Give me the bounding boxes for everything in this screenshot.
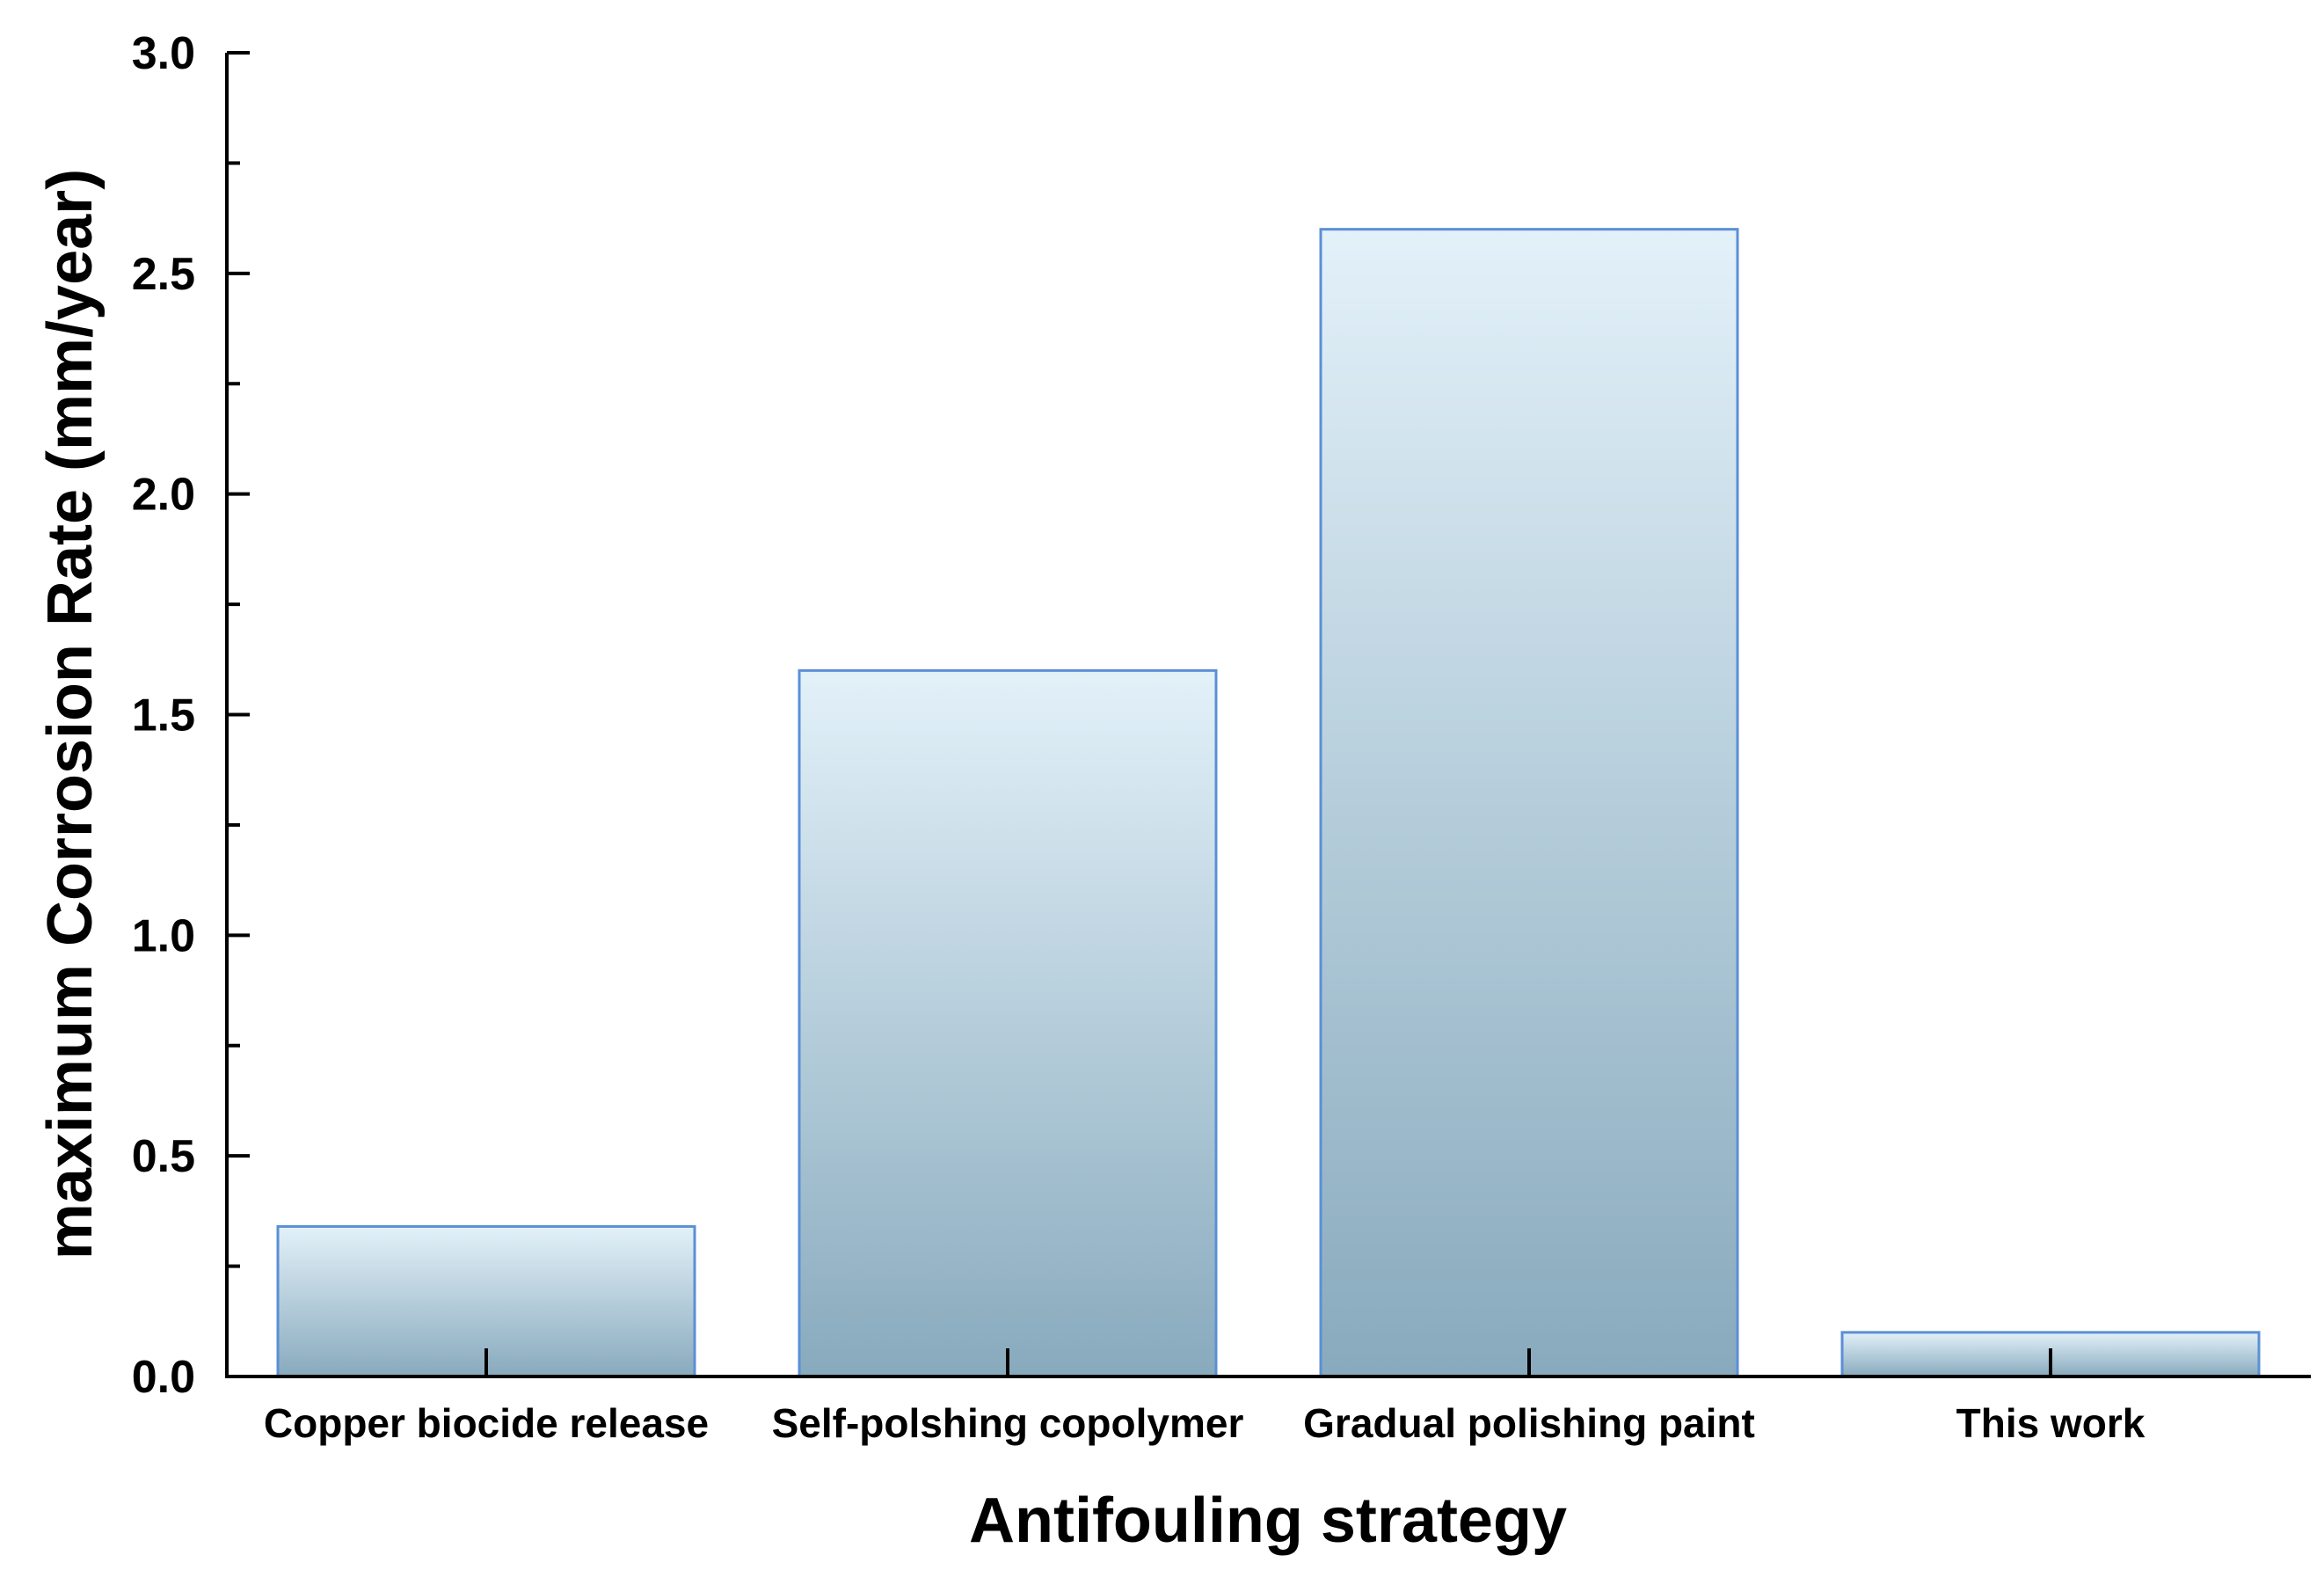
x-tick-label: Copper biocide release [264, 1400, 709, 1446]
y-tick-label: 2.5 [132, 249, 195, 300]
x-tick-label: Self-polshing copolymer [772, 1400, 1244, 1446]
y-tick-label: 2.0 [132, 470, 195, 521]
ticks-layer [227, 51, 2052, 1378]
y-tick-label: 0.5 [132, 1131, 195, 1182]
axes-layer [225, 53, 2311, 1378]
x-tick-label: Gradual polishing paint [1303, 1400, 1755, 1446]
y-axis-title: maximum Corrosion Rate (mm/year) [35, 169, 106, 1260]
bars-layer [276, 228, 2261, 1378]
bar-2 [798, 668, 1218, 1378]
y-tick-label: 1.0 [132, 910, 195, 961]
bar-3 [1319, 228, 1739, 1378]
x-tick-label: This work [1956, 1400, 2146, 1446]
labels-layer: Copper biocide release Self-polshing copo… [132, 28, 2146, 1446]
x-axis-title: Antifouling strategy [969, 1486, 1567, 1556]
y-tick-label: 3.0 [132, 28, 195, 79]
y-tick-label: 0.0 [132, 1352, 195, 1403]
y-tick-label: 1.5 [132, 690, 195, 741]
